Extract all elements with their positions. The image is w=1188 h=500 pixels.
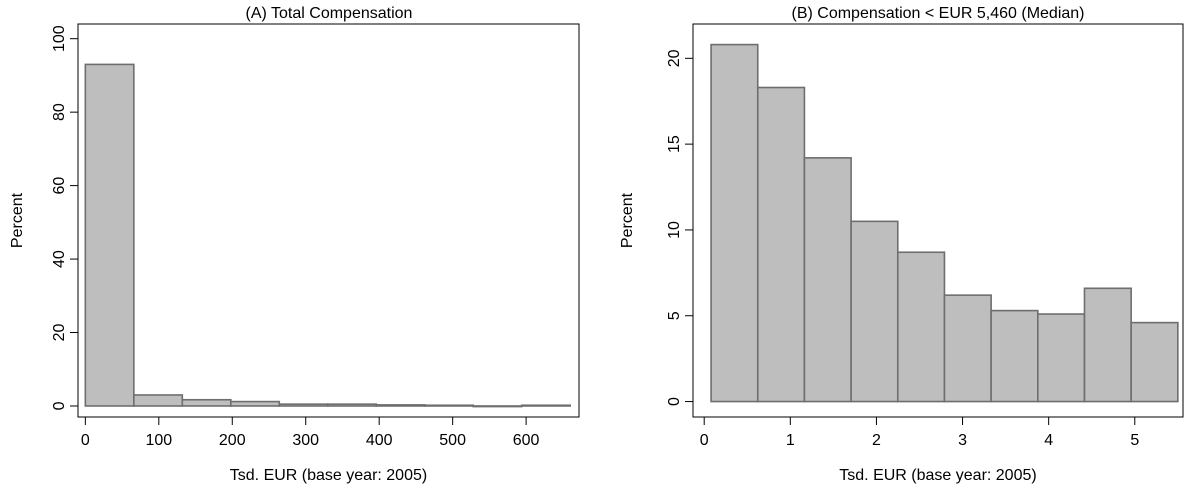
chart-a-x-tick-label: 0 — [81, 432, 90, 449]
chart-b-bar-0 — [710, 43, 759, 403]
chart-b-x-tick-label: 1 — [786, 432, 795, 449]
chart-a-bar-9 — [520, 404, 571, 407]
chart-b-bar-8 — [1083, 287, 1132, 403]
chart-a-x-tick-label: 300 — [292, 432, 319, 449]
chart-b-x-axis-label: Tsd. EUR (base year: 2005) — [839, 467, 1036, 484]
chart-a-bar-8 — [472, 405, 523, 408]
chart-b-x-tick-label: 2 — [872, 432, 881, 449]
chart-a-y-tick-label: 100 — [51, 25, 68, 52]
chart-b-bar-3 — [850, 220, 899, 403]
chart-a-bar-6 — [375, 404, 426, 407]
chart-b-y-tick-label: 20 — [666, 49, 683, 67]
chart-b-y-tick-label: 0 — [666, 397, 683, 406]
chart-b-bar-1 — [756, 86, 806, 403]
chart-a-x-tick-label: 100 — [145, 432, 172, 449]
chart-a-y-tick-label: 0 — [51, 401, 68, 410]
chart-b-bar-5 — [943, 294, 992, 403]
chart-a-y-axis-label: Percent — [9, 192, 26, 248]
chart-a-x-tick-label: 400 — [366, 432, 393, 449]
chart-a-title: (A) Total Compensation — [246, 5, 413, 22]
chart-b-bar-2 — [803, 157, 852, 403]
chart-a-bar-7 — [423, 404, 475, 407]
chart-a-x-tick-label: 200 — [219, 432, 246, 449]
chart-b-bar-4 — [896, 251, 946, 403]
chart-b-x-tick-label: 5 — [1130, 432, 1139, 449]
chart-a-plot-frame — [77, 23, 580, 418]
chart-a-bar-2 — [181, 398, 232, 407]
chart-b-x-tick-label: 4 — [1044, 432, 1053, 449]
chart-a-y-tick-label: 60 — [51, 177, 68, 195]
chart-a-bar-3 — [229, 400, 281, 407]
chart-a-bar-4 — [278, 403, 329, 407]
chart-b-y-tick-label: 5 — [666, 311, 683, 320]
chart-b-y-tick-label: 10 — [666, 221, 683, 239]
chart-a-bar-5 — [326, 403, 378, 407]
chart-a-y-tick-label: 40 — [51, 250, 68, 268]
chart-b-x-tick-label: 0 — [700, 432, 709, 449]
chart-a-x-tick-label: 600 — [513, 432, 540, 449]
chart-a-bar-0 — [84, 63, 135, 407]
chart-b-y-tick-label: 15 — [666, 135, 683, 153]
chart-b-x-tick-label: 3 — [958, 432, 967, 449]
chart-a-y-tick-label: 20 — [51, 324, 68, 342]
chart-a-y-tick-label: 80 — [51, 103, 68, 121]
chart-a-x-axis-label: Tsd. EUR (base year: 2005) — [230, 467, 427, 484]
chart-b-title: (B) Compensation < EUR 5,460 (Median) — [791, 5, 1084, 22]
chart-a-bar-1 — [133, 394, 184, 407]
chart-b-bar-6 — [990, 309, 1039, 403]
chart-a-x-tick-label: 500 — [439, 432, 466, 449]
chart-b-bar-7 — [1037, 313, 1086, 403]
chart-b-bar-9 — [1130, 321, 1179, 403]
chart-b-plot-frame — [692, 23, 1184, 418]
chart-b-y-axis-label: Percent — [619, 192, 636, 248]
